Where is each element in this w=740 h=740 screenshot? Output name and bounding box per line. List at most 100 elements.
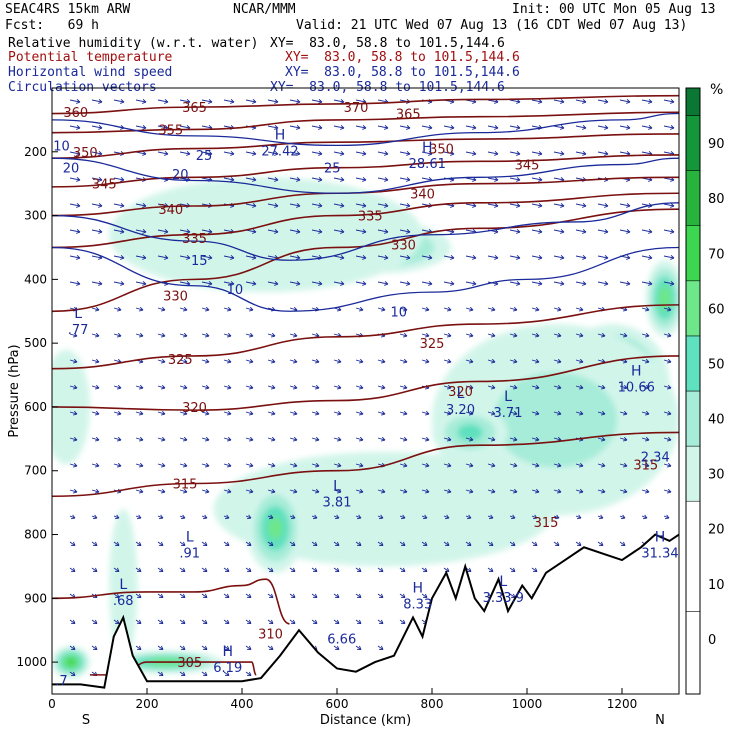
vector-arrow xyxy=(641,332,650,338)
theta-label-18: 320 xyxy=(448,385,473,400)
wind-contour-15-2 xyxy=(52,202,679,261)
vector-arrow xyxy=(69,541,76,547)
vector-arrow xyxy=(201,645,208,651)
vector-arrow xyxy=(223,593,230,599)
vector-arrow xyxy=(399,436,408,442)
colorbar-swatch-7 xyxy=(685,170,701,226)
vector-arrow xyxy=(377,567,384,573)
vector-arrow xyxy=(553,358,562,364)
vector-arrow xyxy=(597,281,609,286)
y-tick-label-1000: 1000 xyxy=(16,655,47,669)
extremum-label-4: L3.71 xyxy=(494,389,523,421)
theta-contour-320 xyxy=(52,355,679,411)
vector-arrow xyxy=(289,99,301,104)
colorbar-swatch-2 xyxy=(685,445,701,502)
vector-arrow xyxy=(355,125,367,130)
extremum-value-13: 2.34 xyxy=(641,451,670,466)
vector-arrow xyxy=(443,541,450,547)
field-xy-theta: XY= 83.0, 58.8 to 101.5,144.6 xyxy=(285,50,520,65)
vector-arrow xyxy=(377,384,386,390)
vector-arrow xyxy=(245,281,257,286)
vector-arrow xyxy=(289,514,296,520)
vector-arrow xyxy=(135,306,144,312)
colorbar-tick-20: 20 xyxy=(708,523,725,538)
extremum-label-10: L3.33.9 xyxy=(483,574,524,606)
vector-arrow xyxy=(399,410,408,416)
colorbar-swatch-0 xyxy=(685,611,701,695)
vector-arrow xyxy=(377,645,384,651)
wind-label-3: 20 xyxy=(172,168,189,183)
vector-arrow xyxy=(201,332,210,338)
vector-arrow xyxy=(91,619,98,625)
vector-arrow xyxy=(553,151,565,156)
theta-label-22: 345 xyxy=(515,159,540,174)
extremum-value-5: 10.66 xyxy=(618,380,655,395)
vector-arrow xyxy=(69,645,76,651)
vector-arrow xyxy=(135,255,147,260)
y-tick-label-600: 600 xyxy=(24,400,47,414)
vector-arrow xyxy=(311,281,323,286)
vector-arrow xyxy=(377,410,386,416)
vector-arrow xyxy=(597,125,609,130)
vector-arrow xyxy=(91,306,100,312)
theta-label-14: 340 xyxy=(410,187,435,202)
vector-arrow xyxy=(201,384,210,390)
vector-arrow xyxy=(245,436,254,442)
vector-arrow xyxy=(311,177,323,182)
vector-arrow xyxy=(333,358,342,364)
vector-arrow xyxy=(245,619,252,625)
vector-arrow xyxy=(179,410,188,416)
vector-arrow xyxy=(69,384,78,390)
vector-arrow xyxy=(69,332,78,338)
vector-arrow xyxy=(399,151,411,156)
vector-arrow xyxy=(597,203,609,208)
axes: 200 300 400 500 600 700 800 900 1000 0 200 400 600 80… xyxy=(7,145,665,728)
vector-arrow xyxy=(91,462,100,468)
vector-arrow xyxy=(399,177,411,182)
vector-arrow xyxy=(487,306,496,312)
vector-arrow xyxy=(355,593,362,599)
vector-arrow xyxy=(201,255,213,260)
extremum-value-9: 8.33 xyxy=(403,597,432,612)
vector-arrow xyxy=(201,306,210,312)
vector-arrow xyxy=(289,619,296,625)
extremum-label-5: H10.66 xyxy=(618,363,655,395)
colorbar-tick-90: 90 xyxy=(708,137,725,152)
vector-arrow xyxy=(311,151,323,156)
vector-arrow xyxy=(421,462,430,468)
rh-blob-13-level-25 xyxy=(109,509,138,663)
vector-arrow xyxy=(421,567,428,573)
colorbar-tick-10: 10 xyxy=(708,578,725,593)
vector-arrow xyxy=(179,462,188,468)
colorbar-frame xyxy=(685,87,701,695)
vector-arrow xyxy=(91,332,100,338)
vector-arrow xyxy=(245,645,252,651)
vector-arrow xyxy=(289,229,301,234)
vector-arrow xyxy=(267,488,276,494)
theta-label-8: 330 xyxy=(163,289,188,304)
vector-arrow xyxy=(663,514,670,520)
wind-label-7: 10 xyxy=(390,305,407,320)
wind-label-1: 25 xyxy=(196,149,213,164)
vector-arrow xyxy=(399,306,408,312)
vector-arrow xyxy=(575,358,584,364)
vector-arrow xyxy=(443,255,455,260)
vector-arrow xyxy=(267,436,276,442)
vector-arrow xyxy=(91,384,100,390)
theta-contour-325 xyxy=(52,304,679,370)
extremum-value-1: 28.61 xyxy=(409,157,446,172)
vector-arrow xyxy=(245,332,254,338)
vector-arrow xyxy=(399,125,411,130)
vector-arrow xyxy=(289,332,298,338)
vector-arrow xyxy=(135,99,147,104)
extremum-letter-10: L xyxy=(499,574,507,590)
vector-arrow xyxy=(355,567,362,573)
y-tick-label-700: 700 xyxy=(24,464,47,478)
field-name-wind: Horizontal wind speed xyxy=(8,65,173,80)
vector-arrow xyxy=(113,436,122,442)
extremum-letter-9: H xyxy=(412,580,423,596)
extremum-letter-14: H xyxy=(655,529,666,545)
vector-arrow xyxy=(531,410,540,416)
vector-arrow xyxy=(223,488,232,494)
vector-arrow xyxy=(399,281,411,286)
